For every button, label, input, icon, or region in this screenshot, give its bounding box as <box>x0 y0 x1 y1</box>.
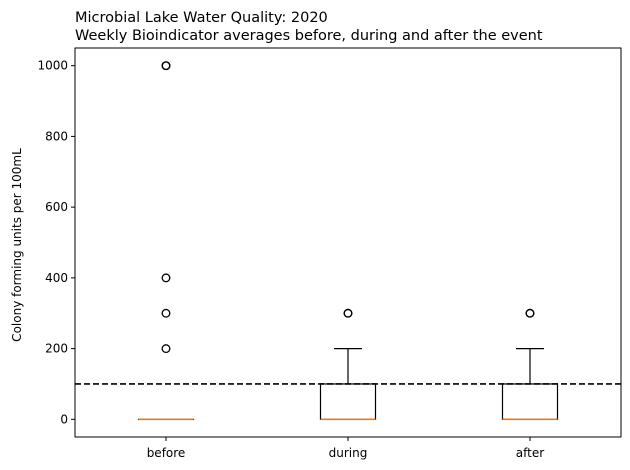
box-body <box>501 383 559 420</box>
x-tick-label: during <box>329 446 368 460</box>
box-series <box>137 61 559 421</box>
box-during <box>319 308 377 421</box>
y-axis-label: Colony forming units per 100mL <box>10 148 24 342</box>
x-tick-label: before <box>147 446 186 460</box>
y-tick-label: 600 <box>45 200 68 214</box>
y-axis-ticks: 0 200 400 600 800 1000 <box>37 59 75 426</box>
outlier-point <box>161 344 171 354</box>
chart-subtitle: Weekly Bioindicator averages before, dur… <box>75 28 543 44</box>
y-tick-label: 200 <box>45 342 68 356</box>
outlier-point <box>161 61 171 71</box>
box-body <box>319 383 377 420</box>
outlier-point <box>161 273 171 283</box>
chart-title: Microbial Lake Water Quality: 2020 <box>75 10 328 26</box>
y-tick-label: 800 <box>45 129 68 143</box>
x-axis-ticks: before during after <box>147 437 544 460</box>
outlier-point <box>161 308 171 318</box>
y-tick-label: 400 <box>45 271 68 285</box>
y-tick-label: 1000 <box>37 59 68 73</box>
outlier-point <box>343 308 353 318</box>
box-after <box>501 308 559 421</box>
outlier-point <box>525 308 535 318</box>
y-tick-label: 0 <box>60 412 68 426</box>
box-before <box>137 61 195 421</box>
x-tick-label: after <box>516 446 544 460</box>
